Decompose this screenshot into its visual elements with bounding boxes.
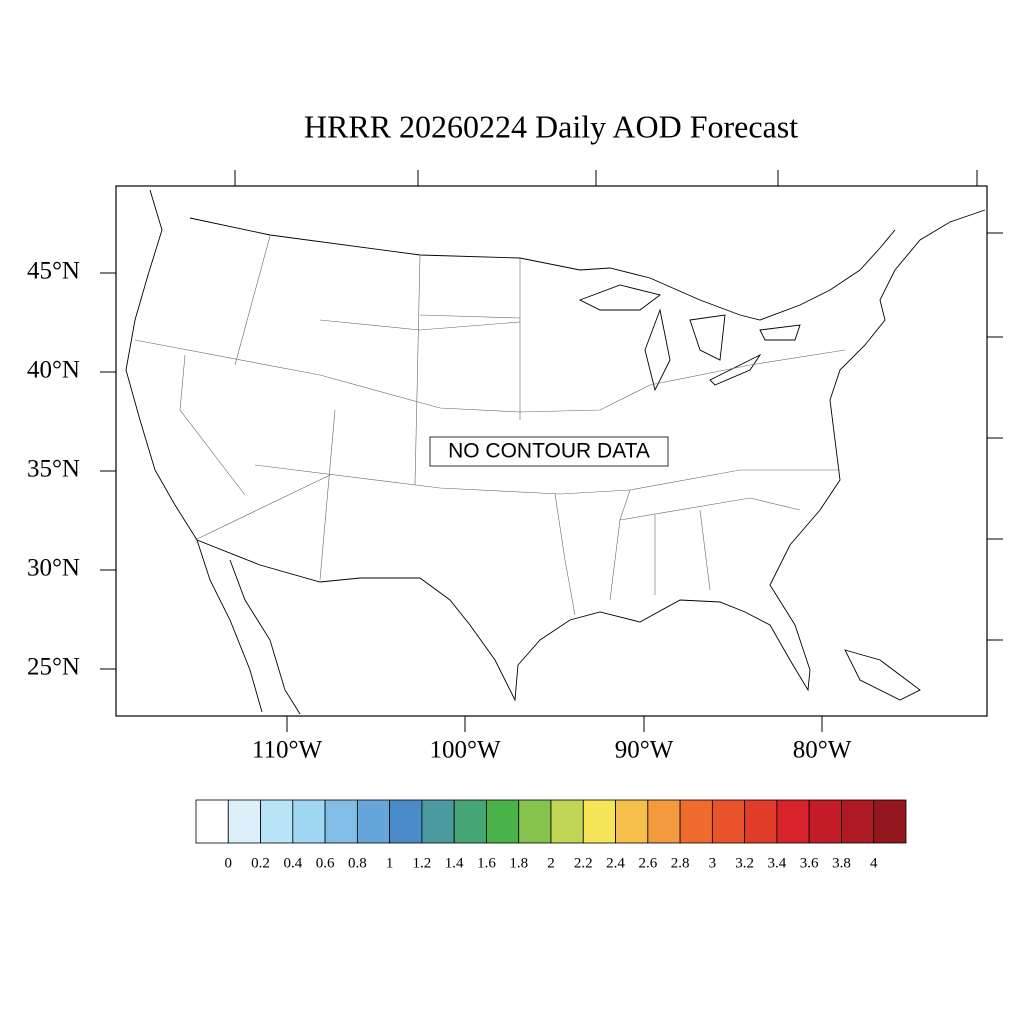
colorbar-box bbox=[227, 799, 261, 844]
frame-ticks bbox=[234, 170, 1003, 641]
colorbar-label: 3.8 bbox=[832, 855, 851, 871]
canada-border bbox=[189, 217, 896, 321]
colorbar-label: 0.6 bbox=[316, 855, 335, 871]
colorbar-label: 1.4 bbox=[445, 855, 464, 871]
colorbar-label: 1.8 bbox=[509, 855, 528, 871]
colorbar-box bbox=[808, 799, 842, 844]
colorbar-label: 2.2 bbox=[574, 855, 593, 871]
colorbar-box bbox=[550, 799, 584, 844]
colorbar-label: 1.2 bbox=[413, 855, 432, 871]
colorbar-label: 1 bbox=[386, 855, 394, 871]
state-line bbox=[134, 339, 846, 413]
mexico-coast bbox=[196, 539, 301, 715]
great-lakes bbox=[578, 284, 801, 392]
lon-label: 110°W bbox=[252, 737, 323, 764]
lat-label: 40°N bbox=[27, 357, 80, 384]
colorbar-label: 3.4 bbox=[768, 855, 787, 871]
colorbar-box bbox=[453, 799, 487, 844]
colorbar-label: 4 bbox=[870, 855, 878, 871]
colorbar-box bbox=[582, 799, 616, 844]
colorbar-box bbox=[195, 799, 229, 844]
colorbar-label: 2 bbox=[547, 855, 555, 871]
colorbar-label: 2.4 bbox=[606, 855, 625, 871]
lon-label: 100°W bbox=[429, 737, 500, 764]
lat-label: 25°N bbox=[27, 654, 80, 681]
colorbar-box bbox=[711, 799, 746, 844]
colorbar-box bbox=[744, 799, 778, 844]
colorbar-label: 0 bbox=[225, 855, 233, 871]
colorbar-label: 2.6 bbox=[638, 855, 657, 871]
colorbar-box bbox=[356, 799, 391, 844]
lat-label: 35°N bbox=[27, 456, 80, 483]
title: HRRR 20260224 Daily AOD Forecast bbox=[304, 108, 798, 144]
colorbar-label: 0.4 bbox=[283, 855, 302, 871]
lat-label: 45°N bbox=[27, 258, 80, 285]
colorbar-box bbox=[776, 799, 810, 844]
colorbar-box bbox=[679, 799, 713, 844]
colorbar-box bbox=[260, 799, 294, 844]
coastline bbox=[125, 189, 986, 715]
colorbar-label: 3.6 bbox=[800, 855, 819, 871]
colorbar-box bbox=[518, 799, 552, 844]
colorbar-box bbox=[841, 799, 875, 844]
colorbar-box bbox=[389, 799, 423, 844]
lat-label: 30°N bbox=[27, 555, 80, 582]
lon-label: 80°W bbox=[793, 737, 852, 764]
colorbar-box bbox=[647, 799, 681, 844]
colorbar-box bbox=[324, 799, 358, 844]
colorbar-label: 3 bbox=[709, 855, 717, 871]
map-frame bbox=[115, 185, 988, 717]
colorbar-label: 3.2 bbox=[735, 855, 754, 871]
colorbar-label: 2.8 bbox=[671, 855, 690, 871]
us-outline bbox=[125, 189, 986, 702]
no-data-message: NO CONTOUR DATA bbox=[448, 440, 650, 463]
colorbar-label: 0.2 bbox=[251, 855, 270, 871]
colorbar-box bbox=[486, 799, 520, 844]
colorbar-box bbox=[421, 799, 455, 844]
state-lines bbox=[134, 235, 846, 616]
lon-label: 90°W bbox=[615, 737, 674, 764]
colorbar-box bbox=[873, 799, 907, 844]
message-box bbox=[429, 436, 669, 467]
colorbar-box bbox=[292, 799, 326, 844]
state-line bbox=[179, 314, 801, 581]
cuba bbox=[844, 649, 921, 701]
colorbar-box bbox=[615, 799, 649, 844]
colorbar-label: 0.8 bbox=[348, 855, 367, 871]
colorbar-label: 1.6 bbox=[477, 855, 496, 871]
state-line bbox=[254, 464, 840, 495]
